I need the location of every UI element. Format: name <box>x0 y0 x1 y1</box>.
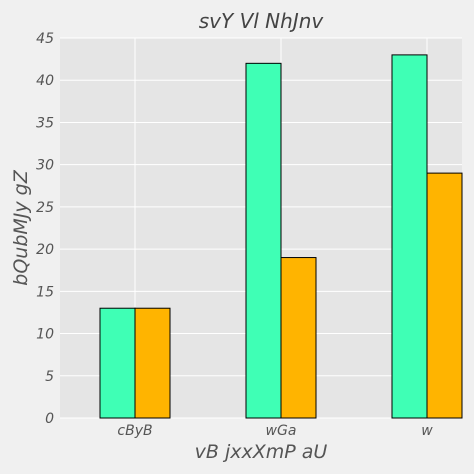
x-tick-label: cByB <box>117 423 152 439</box>
x-tick-label: w <box>421 423 433 439</box>
bar-series2-w <box>426 172 463 419</box>
y-tick-label: 10 <box>36 327 54 343</box>
bar-series2-cByB <box>134 307 171 419</box>
y-tick-label: 30 <box>36 158 54 174</box>
x-tick-label: wGa <box>266 423 297 439</box>
y-tick-label: 20 <box>36 242 54 258</box>
bar-series1-w <box>391 54 428 419</box>
y-tick-label: 0 <box>45 411 54 427</box>
x-axis-label: vB jxxXmP aU <box>195 441 328 463</box>
y-tick-label: 15 <box>36 284 54 300</box>
chart-title: svY Vl NhJnv <box>199 9 325 33</box>
y-tick-label: 5 <box>45 369 54 385</box>
y-tick-label: 40 <box>36 73 54 89</box>
bar-series1-cByB <box>99 307 136 419</box>
y-tick-label: 25 <box>36 200 54 216</box>
x-axis-ticks: cByB wGa w <box>117 423 433 439</box>
y-tick-label: 45 <box>36 31 54 47</box>
bars <box>99 54 463 419</box>
bar-series1-wGa <box>245 62 282 419</box>
y-axis-label: bQubMJy gZ <box>10 169 32 285</box>
y-tick-label: 35 <box>36 115 54 131</box>
bar-series2-wGa <box>280 257 317 419</box>
y-axis-ticks: 0 5 10 15 20 25 30 35 40 45 <box>36 31 54 427</box>
